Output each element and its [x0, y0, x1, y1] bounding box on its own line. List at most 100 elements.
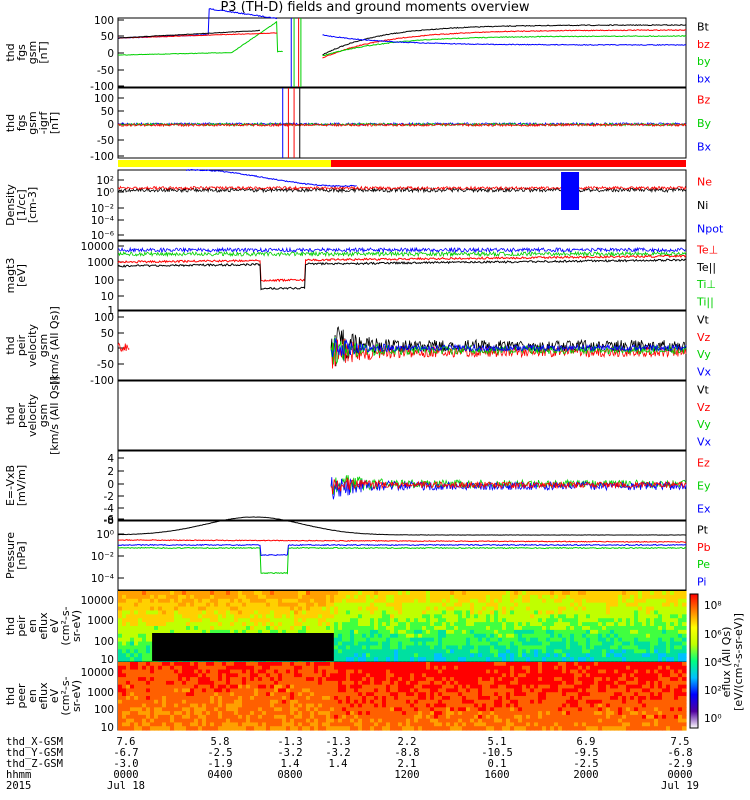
heatmap-peer-cell — [390, 714, 395, 720]
heatmap-peir-cell — [642, 637, 647, 643]
heatmap-peer-cell — [430, 718, 435, 724]
heatmap-peir-cell — [494, 633, 499, 639]
heatmap-peer-cell — [442, 696, 447, 701]
heatmap-peer-cell — [206, 722, 211, 727]
heatmap-peer-cell — [258, 665, 263, 671]
heatmap-peir-cell — [670, 637, 675, 643]
legend-p1-3: bx — [697, 72, 711, 85]
heatmap-peir-cell — [498, 618, 503, 623]
heatmap-peer-cell — [150, 692, 155, 697]
heatmap-peir-cell — [238, 614, 243, 619]
heatmap-peer-cell — [278, 688, 283, 693]
heatmap-peer-cell — [174, 665, 179, 671]
heatmap-peer-cell — [422, 677, 427, 682]
heatmap-peir-cell — [574, 591, 579, 596]
heatmap-peir-cell — [218, 598, 223, 604]
heatmap-peir-cell — [646, 602, 651, 608]
heatmap-peir-cell — [446, 637, 451, 643]
heatmap-peer-cell — [238, 722, 243, 727]
heatmap-peer-cell — [534, 665, 539, 671]
heatmap-peir-cell — [570, 645, 575, 650]
heatmap-peer-cell — [494, 673, 499, 678]
heatmap-peer-cell — [206, 673, 211, 678]
heatmap-peir-cell — [334, 594, 339, 600]
heatmap-peer-cell — [602, 688, 607, 693]
heatmap-peir-cell — [202, 598, 207, 604]
heatmap-peer-cell — [454, 722, 459, 727]
heatmap-peir-cell — [510, 657, 515, 662]
heatmap-peir-cell — [202, 594, 207, 600]
heatmap-peir-cell — [422, 622, 427, 627]
fgs-bt-trace — [117, 29, 261, 39]
heatmap-peer-cell — [290, 726, 295, 731]
heatmap-peir-cell — [306, 606, 311, 612]
heatmap-peer-cell — [198, 718, 203, 724]
heatmap-peir-cell — [174, 618, 179, 623]
ylabel-p6-4: [km/s (All Qs)] — [48, 376, 61, 455]
heatmap-peer-cell — [342, 726, 347, 731]
heatmap-peir-cell — [662, 641, 667, 647]
heatmap-peer-cell — [378, 680, 383, 686]
heatmap-peer-cell — [594, 680, 599, 686]
heatmap-peer-cell — [390, 707, 395, 712]
heatmap-peer-cell — [514, 718, 519, 724]
heatmap-peir-cell — [138, 633, 143, 639]
heatmap-peer-cell — [262, 692, 267, 697]
heatmap-peir-cell — [570, 602, 575, 608]
heatmap-peer-cell — [486, 696, 491, 701]
heatmap-peir-cell — [642, 610, 647, 615]
heatmap-peir-cell — [206, 602, 211, 608]
heatmap-peer-cell — [454, 669, 459, 674]
heatmap-peir-cell — [370, 602, 375, 608]
heatmap-peer-cell — [222, 684, 227, 690]
heatmap-peer-cell — [202, 688, 207, 693]
heatmap-peir-cell — [618, 591, 623, 596]
heatmap-peir-cell — [218, 614, 223, 619]
heatmap-peer-cell — [398, 692, 403, 697]
heatmap-peer-cell — [414, 692, 419, 697]
heatmap-peir-cell — [498, 591, 503, 596]
heatmap-peir-cell — [342, 606, 347, 612]
heatmap-peir-cell — [426, 618, 431, 623]
heatmap-peer-cell — [306, 726, 311, 731]
heatmap-peer-cell — [542, 699, 547, 705]
heatmap-peir-cell — [254, 598, 259, 604]
fgs-by-trace-2 — [322, 35, 687, 57]
heatmap-peer-cell — [510, 692, 515, 697]
heatmap-peer-cell — [270, 692, 275, 697]
heatmap-peir-cell — [166, 606, 171, 612]
heatmap-peir-cell — [462, 602, 467, 608]
heatmap-peer-cell — [130, 703, 135, 708]
heatmap-peer-cell — [482, 711, 487, 716]
heatmap-peer-cell — [174, 677, 179, 682]
heatmap-peer-cell — [198, 669, 203, 674]
heatmap-peer-cell — [302, 718, 307, 724]
heatmap-peir-cell — [566, 606, 571, 612]
heatmap-peir-cell — [366, 594, 371, 600]
heatmap-peir-cell — [286, 602, 291, 608]
heatmap-peir-cell — [538, 622, 543, 627]
heatmap-peir-cell — [210, 598, 215, 604]
heatmap-peir-cell — [386, 653, 391, 658]
heatmap-peir-cell — [454, 602, 459, 608]
heatmap-peer-cell — [154, 669, 159, 674]
heatmap-peir-cell — [366, 645, 371, 650]
heatmap-peer-cell — [130, 665, 135, 671]
heatmap-peir-cell — [422, 598, 427, 604]
heatmap-peir-cell — [298, 606, 303, 612]
heatmap-peir-cell — [122, 602, 127, 608]
heatmap-peir-cell — [130, 649, 135, 654]
heatmap-peer-cell — [138, 696, 143, 701]
heatmap-peer-cell — [426, 699, 431, 705]
heatmap-peir-cell — [530, 594, 535, 600]
heatmap-peer-cell — [334, 669, 339, 674]
heatmap-peer-cell — [354, 680, 359, 686]
heatmap-peer-cell — [158, 714, 163, 720]
heatmap-peer-cell — [294, 696, 299, 701]
heatmap-peer-cell — [206, 707, 211, 712]
heatmap-peer-cell — [186, 680, 191, 686]
heatmap-peer-cell — [366, 722, 371, 727]
heatmap-peer-cell — [314, 662, 319, 667]
heatmap-peir-cell — [434, 602, 439, 608]
ylabel-p2-4: [nT] — [48, 112, 61, 134]
